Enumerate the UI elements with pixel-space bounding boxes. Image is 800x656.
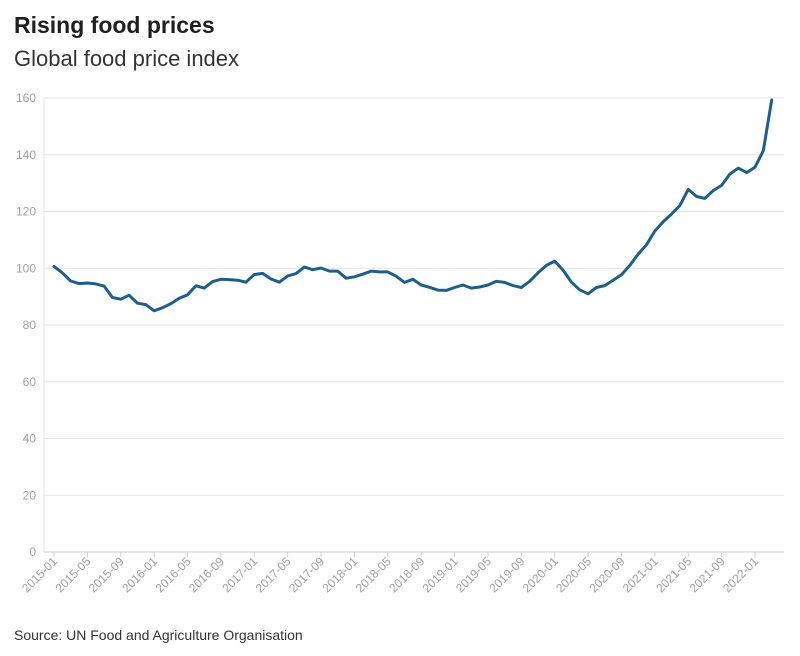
y-axis-ticks: 0 20 40 60 80 100 120 140 160 <box>16 91 36 559</box>
x-tick-label: 2016-01 <box>119 554 160 595</box>
y-tick-label: 140 <box>16 148 36 162</box>
y-tick-label: 100 <box>16 261 36 275</box>
y-tick-label: 80 <box>23 318 37 332</box>
x-tick-label: 2021-09 <box>687 554 728 595</box>
x-tick-label: 2016-09 <box>186 554 227 595</box>
chart-title: Rising food prices <box>14 12 215 38</box>
x-tick-label: 2018-05 <box>353 554 394 595</box>
x-tick-label: 2019-05 <box>453 554 494 595</box>
x-tick-label: 2020-01 <box>520 554 561 595</box>
x-tick-label: 2018-01 <box>319 554 360 595</box>
y-tick-label: 160 <box>16 91 36 105</box>
y-tick-label: 20 <box>23 488 37 502</box>
x-tick-label: 2016-05 <box>153 554 194 595</box>
x-tick-label: 2019-09 <box>486 554 527 595</box>
y-tick-label: 40 <box>23 432 37 446</box>
y-tick-label: 60 <box>23 375 37 389</box>
x-tick-label: 2017-09 <box>286 554 327 595</box>
y-tick-label: 0 <box>29 545 36 559</box>
y-tick-label: 120 <box>16 205 36 219</box>
x-tick-label: 2017-05 <box>253 554 294 595</box>
x-tick-label: 2020-09 <box>587 554 628 595</box>
chart-source: Source: UN Food and Agriculture Organisa… <box>14 627 303 643</box>
x-tick-label: 2015-01 <box>19 554 60 595</box>
x-tick-label: 2021-01 <box>620 554 661 595</box>
x-tick-label: 2015-09 <box>86 554 127 595</box>
line-chart: 0 20 40 60 80 100 120 140 160 2015-012015-052015… <box>16 91 784 595</box>
x-axis-ticks: 2015-012015-052015-092016-012016-052016-… <box>19 552 761 595</box>
x-tick-label: 2021-05 <box>653 554 694 595</box>
x-tick-label: 2020-05 <box>553 554 594 595</box>
x-tick-label: 2017-01 <box>219 554 260 595</box>
series-line-food-price-index <box>52 98 774 313</box>
x-tick-label: 2015-05 <box>52 554 93 595</box>
x-tick-label: 2018-09 <box>386 554 427 595</box>
x-tick-label: 2019-01 <box>420 554 461 595</box>
grid-lines <box>43 97 784 553</box>
x-tick-label: 2022-01 <box>720 554 761 595</box>
chart-subtitle: Global food price index <box>14 46 240 71</box>
